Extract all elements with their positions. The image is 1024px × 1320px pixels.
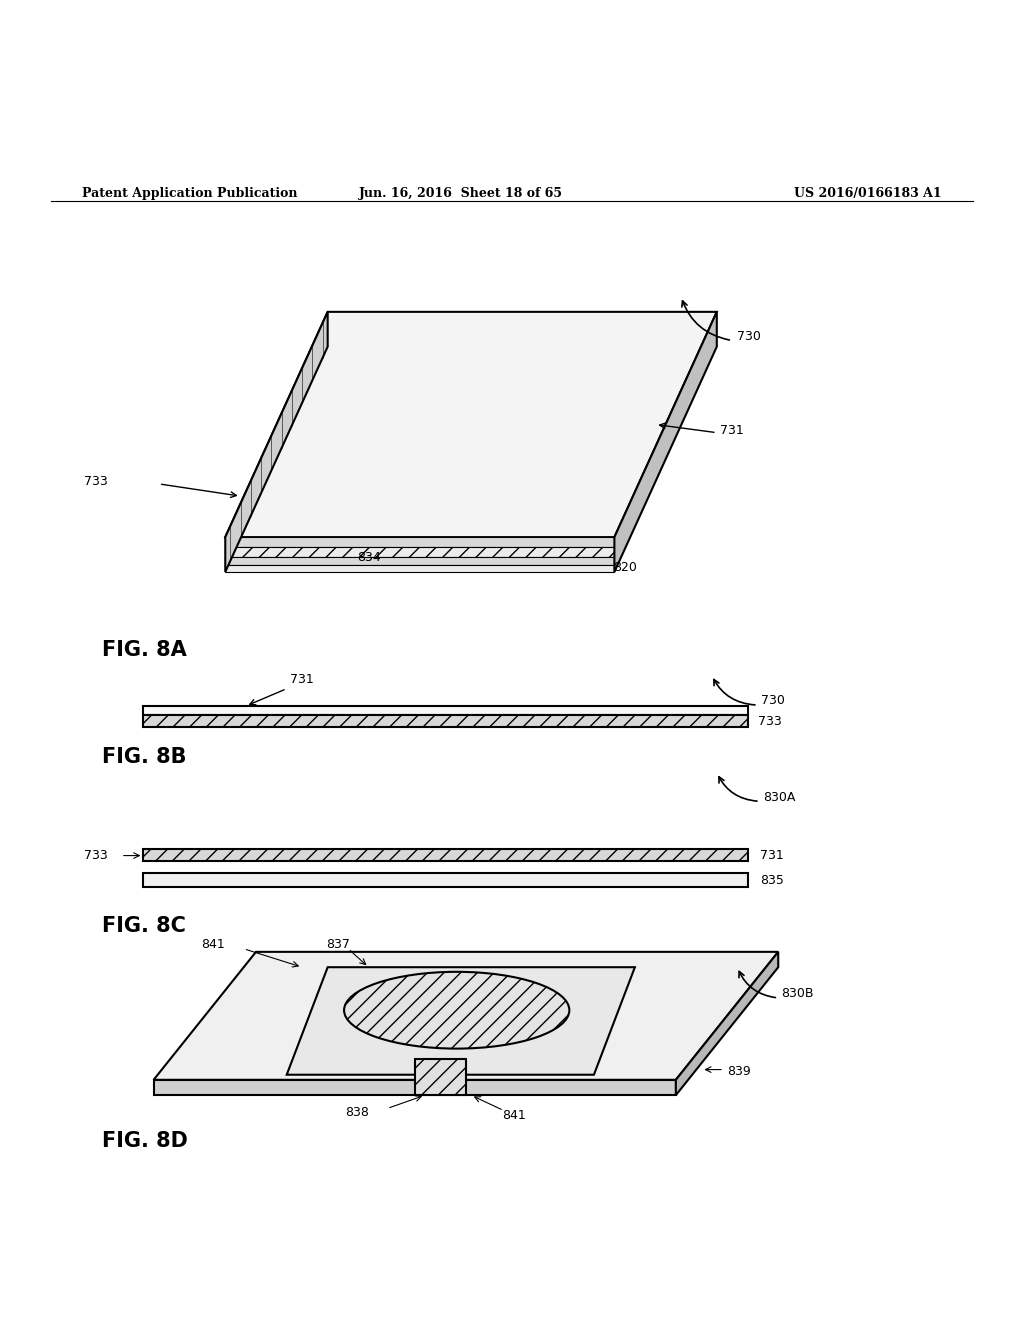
- Polygon shape: [225, 312, 328, 572]
- Polygon shape: [154, 1080, 676, 1096]
- Text: 731: 731: [290, 673, 313, 685]
- Text: 830A: 830A: [763, 791, 796, 804]
- Ellipse shape: [344, 972, 569, 1048]
- Polygon shape: [143, 850, 748, 861]
- Polygon shape: [287, 968, 635, 1074]
- Polygon shape: [225, 537, 614, 548]
- Polygon shape: [143, 706, 748, 715]
- Polygon shape: [143, 715, 748, 726]
- Text: 730: 730: [761, 694, 784, 708]
- Text: 820: 820: [612, 561, 637, 574]
- Polygon shape: [225, 312, 717, 537]
- Polygon shape: [225, 565, 614, 572]
- Text: 733: 733: [758, 715, 781, 727]
- Text: 835: 835: [760, 874, 783, 887]
- Polygon shape: [154, 952, 778, 1080]
- Text: 841: 841: [202, 939, 225, 952]
- Text: 834: 834: [356, 552, 381, 564]
- Text: 731: 731: [720, 424, 743, 437]
- Text: 733: 733: [84, 849, 108, 862]
- Text: FIG. 8B: FIG. 8B: [102, 747, 187, 767]
- Text: 839: 839: [727, 1065, 751, 1078]
- Text: 838: 838: [345, 1106, 369, 1119]
- Text: Jun. 16, 2016  Sheet 18 of 65: Jun. 16, 2016 Sheet 18 of 65: [358, 187, 563, 199]
- Polygon shape: [415, 1060, 466, 1096]
- Text: 837: 837: [326, 939, 349, 952]
- Polygon shape: [614, 312, 717, 572]
- Text: FIG. 8D: FIG. 8D: [102, 1131, 188, 1151]
- Text: Patent Application Publication: Patent Application Publication: [82, 187, 297, 199]
- Text: 733: 733: [84, 475, 108, 488]
- Text: FIG. 8A: FIG. 8A: [102, 639, 187, 660]
- Polygon shape: [143, 873, 748, 887]
- Polygon shape: [225, 548, 614, 557]
- Polygon shape: [676, 952, 778, 1096]
- Text: US 2016/0166183 A1: US 2016/0166183 A1: [795, 187, 942, 199]
- Text: 730: 730: [737, 330, 761, 343]
- Polygon shape: [225, 557, 614, 565]
- Text: 841: 841: [502, 1109, 525, 1122]
- Text: FIG. 8C: FIG. 8C: [102, 916, 186, 936]
- Text: 731: 731: [760, 849, 783, 862]
- Text: 830B: 830B: [781, 987, 814, 1001]
